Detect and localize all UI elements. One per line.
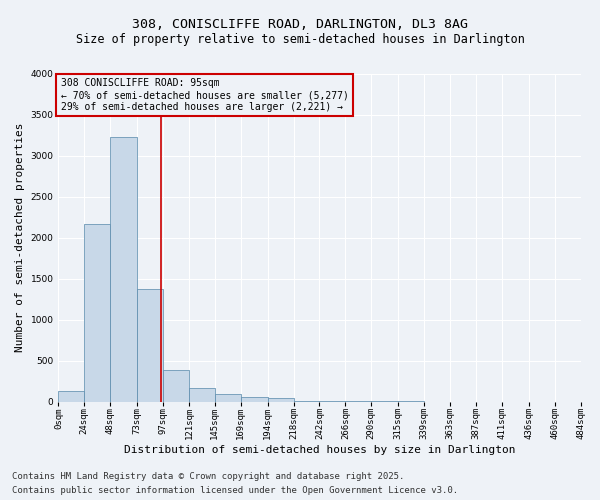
Bar bbox=[293, 401, 319, 402]
X-axis label: Distribution of semi-detached houses by size in Darlington: Distribution of semi-detached houses by … bbox=[124, 445, 515, 455]
Bar bbox=[241, 397, 268, 402]
Y-axis label: Number of semi-detached properties: Number of semi-detached properties bbox=[15, 123, 25, 352]
Bar bbox=[110, 136, 137, 402]
Text: 308, CONISCLIFFE ROAD, DARLINGTON, DL3 8AG: 308, CONISCLIFFE ROAD, DARLINGTON, DL3 8… bbox=[132, 18, 468, 30]
Text: Contains HM Land Registry data © Crown copyright and database right 2025.: Contains HM Land Registry data © Crown c… bbox=[12, 472, 404, 481]
Bar bbox=[215, 394, 241, 402]
Bar bbox=[268, 398, 293, 402]
Bar bbox=[85, 224, 110, 402]
Text: Size of property relative to semi-detached houses in Darlington: Size of property relative to semi-detach… bbox=[76, 32, 524, 46]
Bar bbox=[58, 391, 85, 402]
Text: Contains public sector information licensed under the Open Government Licence v3: Contains public sector information licen… bbox=[12, 486, 458, 495]
Text: 308 CONISCLIFFE ROAD: 95sqm
← 70% of semi-detached houses are smaller (5,277)
29: 308 CONISCLIFFE ROAD: 95sqm ← 70% of sem… bbox=[61, 78, 349, 112]
Bar bbox=[137, 290, 163, 402]
Bar bbox=[163, 370, 189, 402]
Bar bbox=[189, 388, 215, 402]
